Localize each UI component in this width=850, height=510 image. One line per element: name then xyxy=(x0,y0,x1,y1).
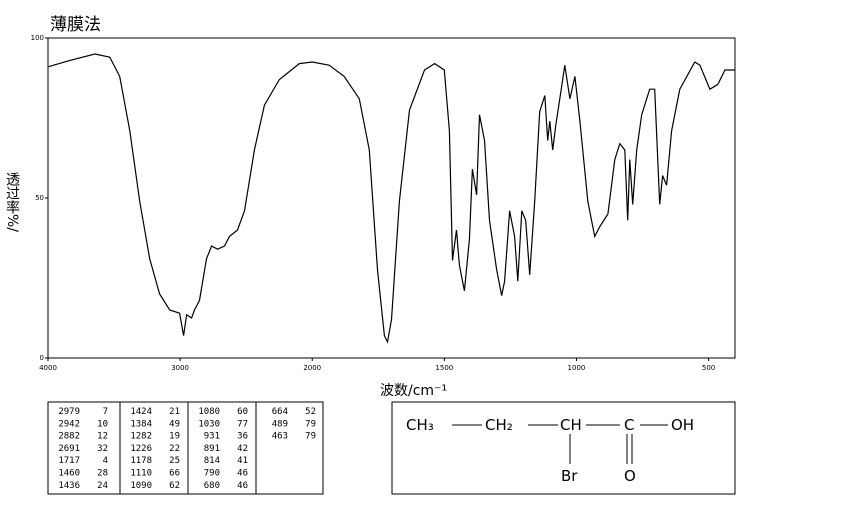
peak-transmittance: 21 xyxy=(169,407,180,417)
peak-wavenumber: 1080 xyxy=(198,407,220,417)
peak-wavenumber: 1384 xyxy=(130,419,152,429)
x-tick-label: 3000 xyxy=(171,364,189,372)
peak-wavenumber: 790 xyxy=(204,469,220,479)
x-tick-label: 500 xyxy=(702,364,715,372)
peak-wavenumber: 2979 xyxy=(58,407,80,417)
peak-table-frame xyxy=(47,401,324,495)
atom: Br xyxy=(561,467,578,485)
peak-transmittance: 4 xyxy=(103,456,108,466)
peak-transmittance: 52 xyxy=(305,407,316,417)
peak-wavenumber: 2882 xyxy=(58,432,80,442)
peak-wavenumber: 1226 xyxy=(130,444,152,454)
structure-frame xyxy=(391,401,736,495)
peak-wavenumber: 1460 xyxy=(58,469,80,479)
x-tick-label: 1500 xyxy=(435,364,453,372)
peak-transmittance: 36 xyxy=(237,432,248,442)
peak-wavenumber: 1424 xyxy=(130,407,152,417)
x-tick-label: 4000 xyxy=(39,364,57,372)
peak-wavenumber: 814 xyxy=(204,456,220,466)
peak-wavenumber: 664 xyxy=(272,407,288,417)
peak-wavenumber: 2942 xyxy=(58,419,80,429)
peak-wavenumber: 1717 xyxy=(58,456,80,466)
spectrum-line xyxy=(47,53,735,344)
peak-transmittance: 25 xyxy=(169,456,180,466)
peak-wavenumber: 463 xyxy=(272,432,288,442)
x-axis-label: 波数/cm⁻¹ xyxy=(380,383,447,399)
y-tick-label: 100 xyxy=(31,34,44,42)
chart-title: 薄膜法 xyxy=(50,15,101,35)
x-tick-label: 2000 xyxy=(303,364,321,372)
peak-wavenumber: 2691 xyxy=(58,444,80,454)
peak-wavenumber: 891 xyxy=(204,444,220,454)
peak-transmittance: 46 xyxy=(237,469,248,479)
peak-transmittance: 49 xyxy=(169,419,180,429)
peak-transmittance: 41 xyxy=(237,456,248,466)
atom: CH₂ xyxy=(485,416,513,434)
peak-transmittance: 7 xyxy=(103,407,108,417)
peak-wavenumber: 1110 xyxy=(130,469,152,479)
atom: CH₃ xyxy=(406,416,434,434)
peak-transmittance: 46 xyxy=(237,481,248,491)
peak-transmittance: 19 xyxy=(169,432,180,442)
peak-wavenumber: 1178 xyxy=(130,456,152,466)
peak-transmittance: 79 xyxy=(305,432,316,442)
peak-wavenumber: 931 xyxy=(204,432,220,442)
peak-wavenumber: 1030 xyxy=(198,419,220,429)
peak-transmittance: 24 xyxy=(97,481,108,491)
peak-wavenumber: 1090 xyxy=(130,481,152,491)
atom: CH xyxy=(560,416,582,434)
peak-wavenumber: 680 xyxy=(204,481,220,491)
structure: CH₃ CH₂ CH C OH Br O xyxy=(406,416,694,485)
atom: O xyxy=(624,467,636,485)
peak-transmittance: 79 xyxy=(305,419,316,429)
peak-transmittance: 42 xyxy=(237,444,248,454)
atom: OH xyxy=(671,416,694,434)
peak-wavenumber: 489 xyxy=(272,419,288,429)
y-tick-label: 0 xyxy=(40,354,44,362)
peak-transmittance: 77 xyxy=(237,419,248,429)
peak-transmittance: 32 xyxy=(97,444,108,454)
x-tick-label: 1000 xyxy=(568,364,586,372)
peak-wavenumber: 1436 xyxy=(58,481,80,491)
peak-transmittance: 62 xyxy=(169,481,180,491)
atom: C xyxy=(624,416,634,434)
peak-transmittance: 28 xyxy=(97,469,108,479)
peak-transmittance: 12 xyxy=(97,432,108,442)
peak-transmittance: 10 xyxy=(97,419,108,429)
peak-transmittance: 22 xyxy=(169,444,180,454)
peak-transmittance: 60 xyxy=(237,407,248,417)
peak-wavenumber: 1282 xyxy=(130,432,152,442)
y-tick-label: 50 xyxy=(35,194,44,202)
peak-transmittance: 66 xyxy=(169,469,180,479)
y-axis-label: 透过率%/ xyxy=(4,172,20,232)
